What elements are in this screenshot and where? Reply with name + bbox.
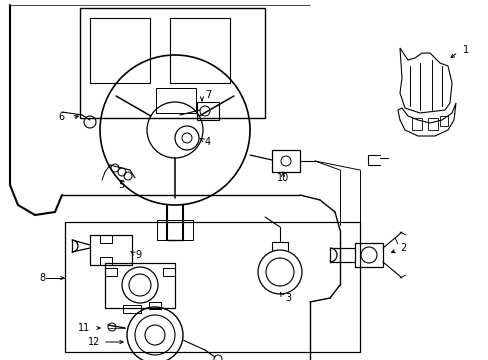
Bar (65, 222, 359, 352)
Text: 12: 12 (87, 337, 100, 347)
Bar (157, 220, 193, 240)
Bar (439, 116, 447, 126)
Text: 9: 9 (135, 250, 141, 260)
Bar (100, 235, 112, 243)
Text: 7: 7 (204, 90, 211, 100)
Bar (105, 268, 117, 276)
Bar (100, 257, 112, 265)
Bar (163, 268, 175, 276)
Text: 3: 3 (285, 293, 290, 303)
Bar (156, 88, 196, 113)
Text: 1: 1 (462, 45, 468, 55)
Bar (90, 235, 132, 265)
Text: 6: 6 (58, 112, 64, 122)
Text: 4: 4 (204, 137, 211, 147)
Bar (149, 302, 161, 309)
Bar (411, 118, 421, 130)
Bar (170, 18, 229, 83)
Text: 2: 2 (399, 243, 406, 253)
Bar (197, 102, 219, 120)
Bar (354, 243, 382, 267)
Bar (90, 18, 150, 83)
Bar (105, 263, 175, 308)
Text: 10: 10 (276, 173, 289, 183)
Text: 8: 8 (39, 273, 45, 283)
Text: 5: 5 (118, 180, 124, 190)
Bar (80, 8, 264, 118)
Bar (427, 118, 437, 130)
Bar (123, 305, 141, 313)
Bar (271, 150, 299, 172)
Text: 11: 11 (78, 323, 90, 333)
